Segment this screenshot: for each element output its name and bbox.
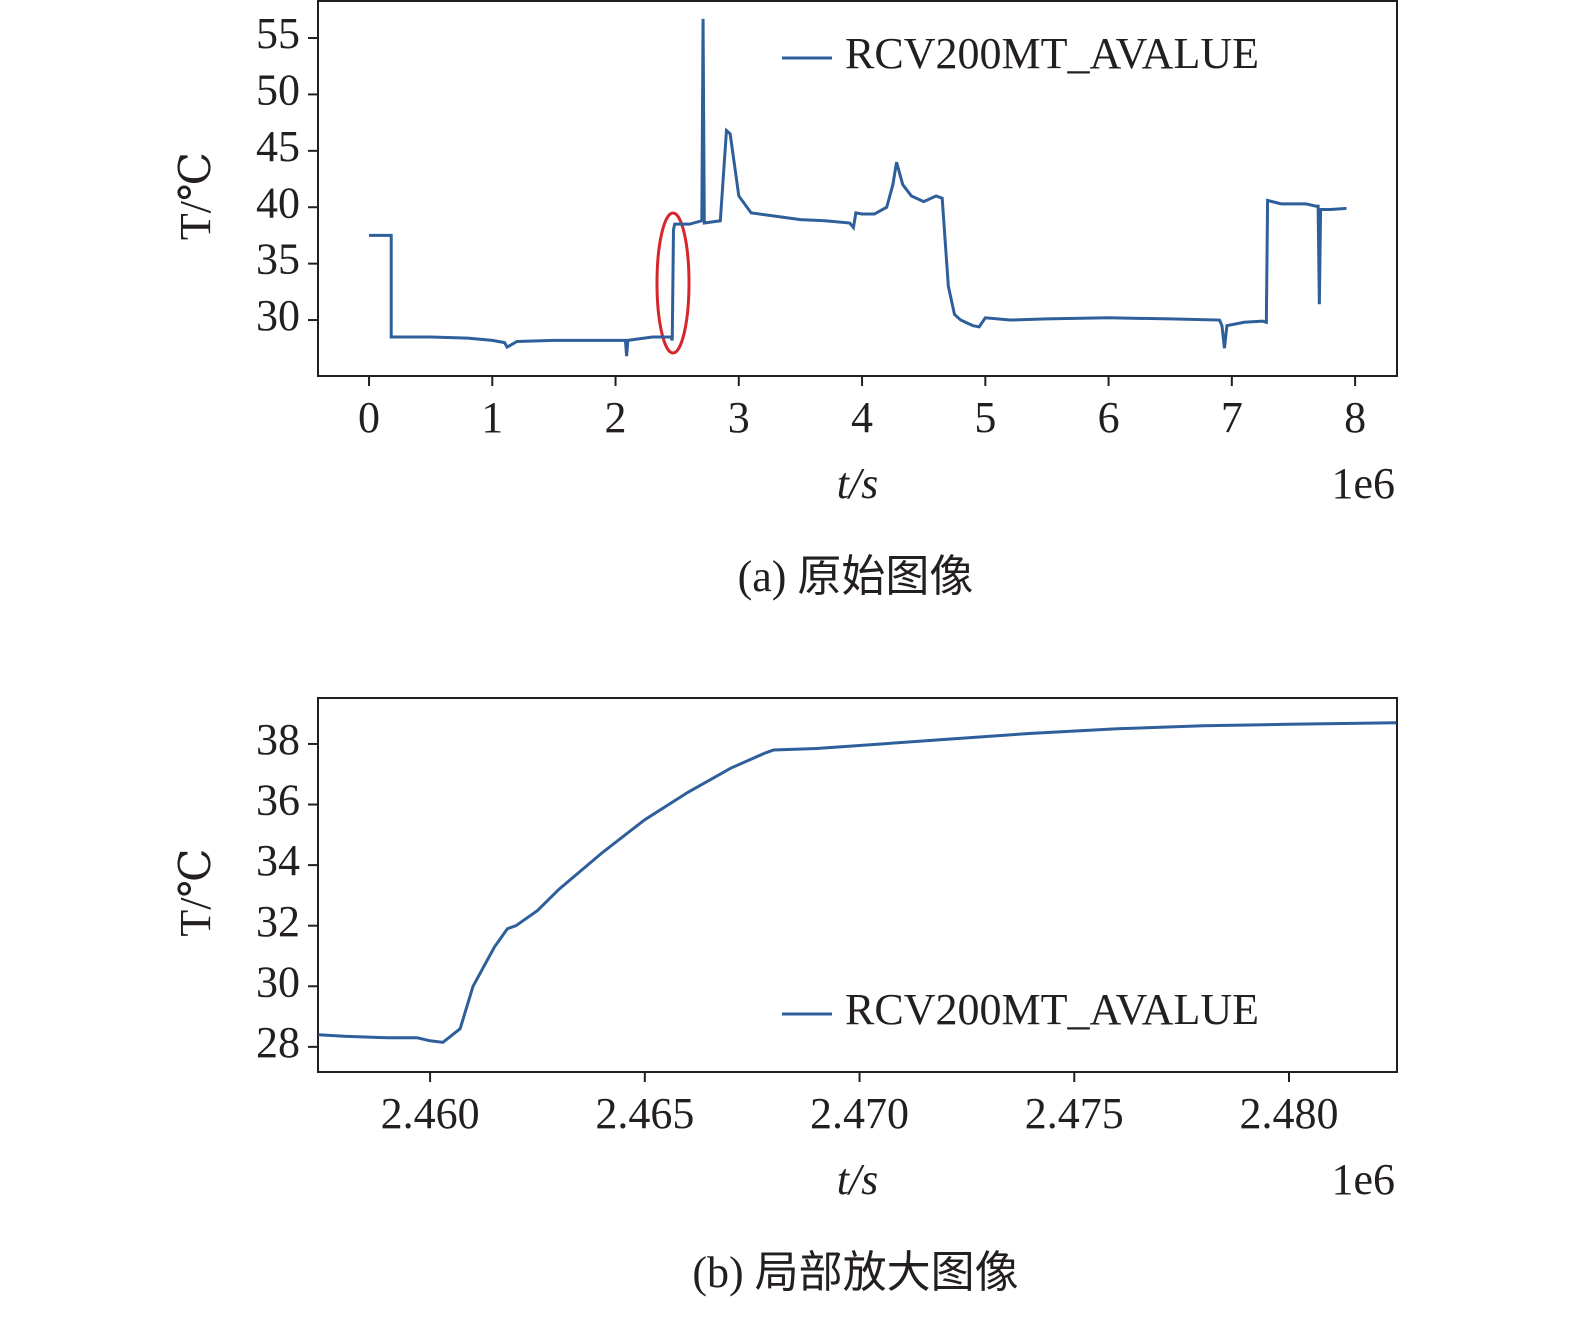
y-axis-label: T/℃ [171,848,220,936]
y-axis-label: T/℃ [171,152,220,240]
y-tick-label: 30 [256,957,300,1006]
x-tick-label: 2 [605,393,627,442]
data-line [318,721,1397,1044]
x-tick-label: 6 [1098,393,1120,442]
y-tick-label: 28 [256,1018,300,1067]
y-tick-label: 36 [256,776,300,825]
y-tick-label: 35 [256,235,300,284]
data-line [369,18,1347,357]
x-offset-label: 1e6 [1331,1155,1395,1204]
y-tick-label: 45 [256,122,300,171]
x-tick-label: 8 [1344,393,1366,442]
x-tick-label: 0 [358,393,380,442]
y-tick-label: 38 [256,715,300,764]
x-tick-label: 2.475 [1025,1089,1124,1138]
y-tick-label: 55 [256,9,300,58]
x-axis-label: t/s [837,459,879,508]
y-tick-label: 50 [256,66,300,115]
caption: (b) 局部放大图像 [692,1248,1018,1297]
x-tick-label: 2.470 [810,1089,909,1138]
y-tick-label: 32 [256,897,300,946]
caption: (a) 原始图像 [738,552,974,601]
y-tick-label: 30 [256,291,300,340]
x-axis-label: t/s [837,1155,879,1204]
x-tick-label: 5 [974,393,996,442]
highlight-ellipse [655,211,691,355]
plot-frame [317,0,1398,377]
x-offset-label: 1e6 [1331,459,1395,508]
plot-frame [317,697,1398,1073]
x-tick-label: 4 [851,393,873,442]
y-tick-label: 40 [256,178,300,227]
legend-label: RCV200MT_AVALUE [845,985,1259,1034]
legend-label: RCV200MT_AVALUE [845,29,1259,78]
x-tick-label: 2.465 [595,1089,694,1138]
x-tick-label: 2.480 [1239,1089,1338,1138]
x-tick-label: 3 [728,393,750,442]
y-tick-label: 34 [256,836,300,885]
x-tick-label: 2.460 [381,1089,480,1138]
x-tick-label: 1 [481,393,503,442]
x-tick-label: 7 [1221,393,1243,442]
